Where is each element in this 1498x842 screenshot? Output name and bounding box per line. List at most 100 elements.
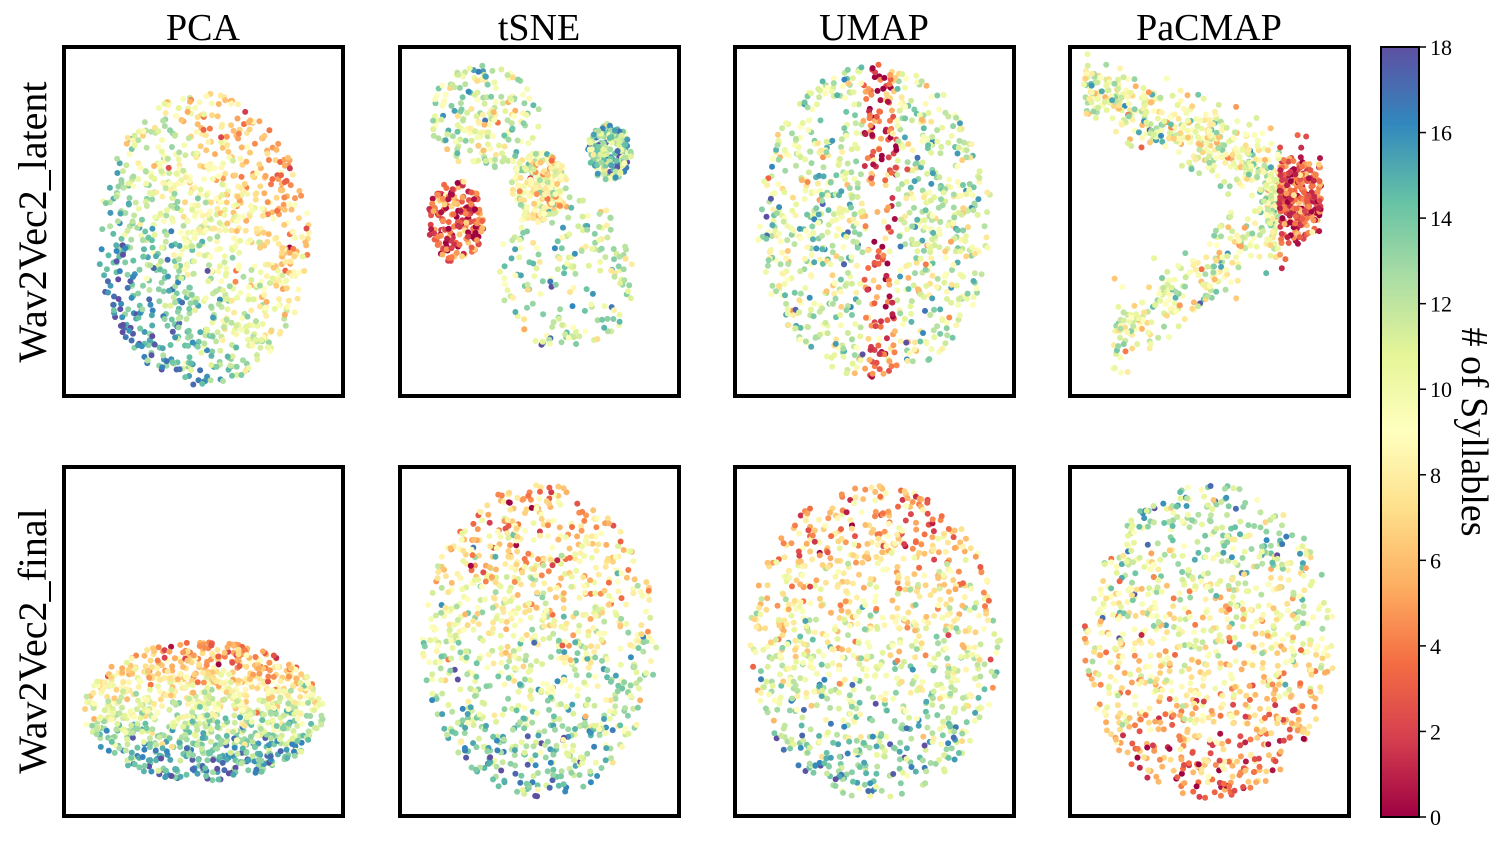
scatter-point bbox=[817, 256, 824, 263]
scatter-point bbox=[861, 163, 868, 169]
scatter-point bbox=[621, 160, 628, 167]
scatter-point bbox=[304, 251, 311, 258]
scatter-point bbox=[1117, 354, 1124, 361]
scatter-point bbox=[101, 679, 108, 686]
scatter-point bbox=[201, 340, 208, 347]
scatter-point bbox=[187, 98, 193, 105]
scatter-point bbox=[465, 88, 472, 95]
scatter-point bbox=[166, 170, 173, 177]
scatter-point bbox=[163, 212, 170, 219]
scatter-point bbox=[185, 342, 192, 349]
scatter-point bbox=[830, 80, 837, 87]
scatter-point bbox=[1267, 164, 1274, 171]
scatter-point bbox=[943, 288, 950, 295]
scatter-point bbox=[473, 220, 480, 227]
scatter-point bbox=[230, 728, 236, 735]
scatter-point bbox=[474, 134, 481, 141]
scatter-point bbox=[152, 214, 159, 221]
scatter-point bbox=[923, 283, 930, 289]
scatter-point bbox=[891, 216, 898, 222]
scatter-point bbox=[171, 190, 178, 197]
scatter-point bbox=[1277, 188, 1284, 194]
scatter-point bbox=[1267, 220, 1274, 227]
scatter-point bbox=[1267, 242, 1274, 249]
scatter-point bbox=[307, 713, 314, 719]
scatter-point bbox=[283, 177, 290, 184]
scatter-point bbox=[938, 143, 945, 150]
scatter-point bbox=[530, 239, 537, 246]
scatter-point bbox=[903, 178, 910, 185]
scatter-point bbox=[177, 641, 184, 648]
scatter-point bbox=[775, 230, 782, 237]
scatter-point bbox=[264, 211, 271, 218]
scatter-point bbox=[204, 712, 211, 719]
scatter-point bbox=[275, 240, 282, 247]
scatter-point bbox=[524, 86, 531, 93]
scatter-point bbox=[241, 121, 247, 128]
scatter-point bbox=[845, 269, 851, 276]
scatter-point bbox=[246, 213, 253, 220]
scatter-point bbox=[801, 99, 808, 106]
scatter-point bbox=[274, 207, 281, 214]
scatter-point bbox=[264, 150, 271, 157]
scatter-point bbox=[146, 686, 153, 693]
scatter-point bbox=[217, 245, 224, 252]
scatter-point bbox=[1248, 163, 1255, 169]
scatter-point bbox=[176, 268, 183, 274]
scatter-point bbox=[256, 161, 263, 168]
scatter-point bbox=[205, 700, 212, 707]
scatter-point bbox=[1312, 171, 1319, 178]
scatter-point bbox=[224, 142, 231, 149]
scatter-point bbox=[154, 683, 161, 690]
scatter-point bbox=[524, 286, 531, 293]
scatter-point bbox=[462, 137, 469, 144]
scatter-point bbox=[115, 276, 122, 283]
scatter-point bbox=[474, 89, 481, 96]
scatter-point bbox=[143, 180, 150, 187]
scatter-point bbox=[839, 149, 846, 155]
scatter-point bbox=[448, 254, 455, 261]
scatter-point bbox=[1148, 319, 1155, 326]
scatter-point bbox=[894, 171, 901, 178]
scatter-point bbox=[234, 101, 241, 108]
scatter-point bbox=[196, 661, 202, 668]
scatter-point bbox=[481, 100, 488, 107]
scatter-point bbox=[458, 106, 465, 113]
scatter-point bbox=[168, 242, 175, 249]
scatter-point bbox=[902, 241, 909, 248]
scatter-point bbox=[107, 682, 114, 689]
scatter-point bbox=[192, 104, 199, 111]
scatter-point bbox=[220, 324, 227, 331]
scatter-point bbox=[886, 81, 893, 88]
scatter-point bbox=[793, 201, 800, 208]
scatter-point bbox=[521, 212, 528, 219]
scatter-point bbox=[571, 250, 578, 257]
scatter-point bbox=[870, 148, 877, 155]
scatter-point bbox=[113, 242, 120, 249]
scatter-point bbox=[919, 138, 926, 145]
scatter-point bbox=[176, 366, 183, 373]
scatter-point bbox=[1228, 279, 1235, 286]
scatter-point bbox=[1124, 369, 1131, 375]
scatter-point bbox=[822, 90, 829, 97]
scatter-point bbox=[135, 137, 142, 144]
scatter-point bbox=[899, 321, 906, 328]
scatter-point bbox=[909, 223, 916, 230]
scatter-point bbox=[227, 362, 234, 369]
scatter-point bbox=[143, 168, 149, 175]
scatter-point bbox=[762, 269, 769, 275]
scatter-point bbox=[432, 113, 438, 120]
scatter-point bbox=[622, 243, 629, 250]
scatter-point bbox=[885, 224, 892, 231]
scatter-point bbox=[128, 337, 135, 344]
scatter-point bbox=[843, 108, 850, 115]
scatter-point bbox=[944, 296, 950, 302]
scatter-point bbox=[943, 325, 950, 332]
scatter-point bbox=[852, 112, 858, 119]
scatter-point bbox=[848, 169, 855, 176]
scatter-point bbox=[234, 750, 241, 757]
scatter-point bbox=[232, 278, 239, 285]
scatter-point bbox=[438, 209, 445, 216]
scatter-point bbox=[1218, 154, 1225, 160]
scatter-point bbox=[954, 179, 961, 185]
